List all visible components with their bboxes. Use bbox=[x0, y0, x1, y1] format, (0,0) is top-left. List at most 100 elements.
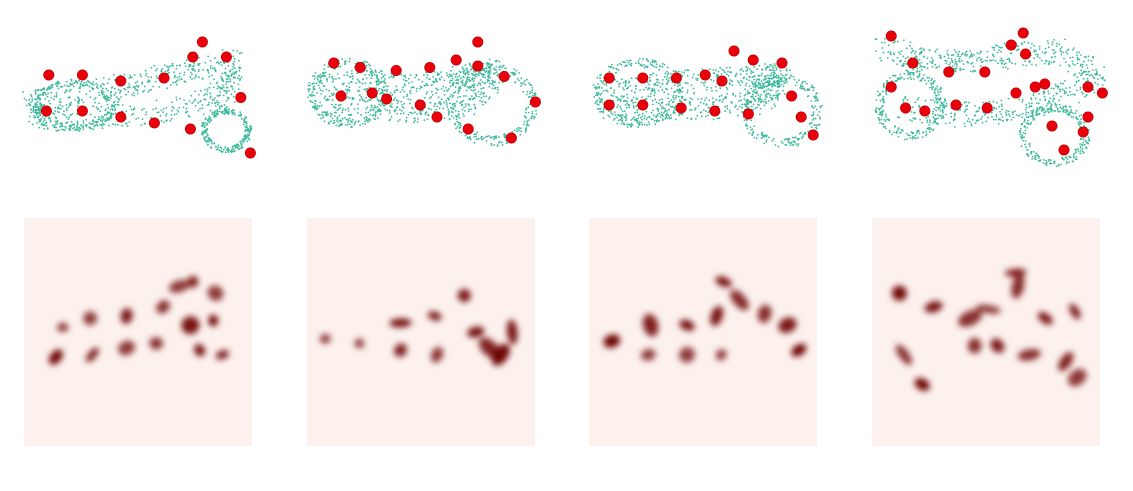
point-cloud-1 bbox=[22, 36, 256, 159]
keypoint-marker bbox=[390, 64, 402, 76]
keypoint-marker bbox=[184, 123, 196, 135]
keypoint-marker bbox=[1017, 27, 1029, 39]
heatmap-blob bbox=[430, 346, 444, 363]
keypoint-marker bbox=[885, 30, 897, 42]
keypoint-marker bbox=[885, 81, 897, 93]
heatmap-blob bbox=[891, 285, 907, 301]
keypoint-marker bbox=[76, 105, 88, 117]
keypoint-marker bbox=[1096, 87, 1108, 99]
point-cloud-2 bbox=[307, 36, 541, 147]
keypoint-marker bbox=[943, 66, 955, 78]
keypoint-marker bbox=[919, 105, 931, 117]
heatmap-blob bbox=[958, 309, 982, 327]
heatmap-blob bbox=[506, 319, 518, 345]
heatmap-blob bbox=[181, 316, 200, 335]
keypoint-marker bbox=[786, 90, 798, 102]
heatmap-blob bbox=[83, 311, 97, 326]
keypoints bbox=[885, 27, 1108, 156]
keypoint-marker bbox=[728, 45, 740, 57]
keypoint-marker bbox=[148, 117, 160, 129]
heatmap-blob bbox=[1058, 352, 1074, 372]
heatmap-blob bbox=[394, 343, 407, 357]
keypoint-marker bbox=[328, 57, 340, 69]
keypoint-marker bbox=[472, 36, 484, 48]
keypoint-marker bbox=[900, 102, 912, 114]
heatmap-1 bbox=[24, 218, 252, 446]
heatmap-panel-4 bbox=[872, 218, 1100, 446]
keypoint-marker bbox=[1039, 78, 1051, 90]
heatmap-blob bbox=[603, 334, 621, 348]
heatmap-blob bbox=[895, 344, 912, 365]
keypoint-marker bbox=[1046, 120, 1058, 132]
keypoint-marker bbox=[424, 61, 436, 73]
point-cloud-4 bbox=[874, 27, 1108, 168]
heatmap-panel-1 bbox=[24, 218, 252, 446]
keypoint-marker bbox=[1077, 126, 1089, 138]
heatmap-blob bbox=[791, 343, 807, 357]
keypoint-marker bbox=[1082, 111, 1094, 123]
heatmap-blob bbox=[778, 317, 797, 334]
keypoint-marker bbox=[1082, 81, 1094, 93]
heatmap-blob bbox=[975, 304, 1001, 314]
keypoint-marker bbox=[450, 54, 462, 66]
keypoint-marker bbox=[187, 51, 199, 63]
heatmap-background bbox=[589, 218, 817, 446]
keypoint-marker bbox=[1010, 87, 1022, 99]
keypoint-marker bbox=[716, 75, 728, 87]
heatmap-blob bbox=[168, 279, 190, 293]
keypoint-marker bbox=[76, 69, 88, 81]
heatmap-blob bbox=[85, 347, 99, 363]
keypoint-marker bbox=[505, 132, 517, 144]
heatmap-blob bbox=[679, 319, 695, 331]
point-cloud-dots bbox=[592, 57, 823, 148]
heatmap-blob bbox=[1037, 311, 1053, 325]
heatmap-blob bbox=[457, 288, 471, 303]
keypoint-marker bbox=[709, 105, 721, 117]
keypoint-marker bbox=[776, 57, 788, 69]
heatmap-3 bbox=[589, 218, 817, 446]
heatmap-background bbox=[307, 218, 535, 446]
heatmap-blob bbox=[48, 349, 63, 365]
keypoint-marker bbox=[354, 61, 366, 73]
keypoint-marker bbox=[795, 111, 807, 123]
heatmap-blob bbox=[207, 285, 224, 301]
heatmap-blob bbox=[757, 304, 772, 323]
keypoint-marker bbox=[43, 69, 55, 81]
keypoint-marker bbox=[529, 96, 541, 108]
heatmap-blob bbox=[1069, 303, 1081, 320]
point-cloud-panel-2 bbox=[305, 18, 545, 168]
heatmap-panel-2 bbox=[307, 218, 535, 446]
keypoints bbox=[40, 36, 256, 159]
heatmap-blob bbox=[679, 347, 695, 363]
keypoint-marker bbox=[807, 129, 819, 141]
keypoint-marker bbox=[235, 92, 247, 104]
keypoint-marker bbox=[462, 123, 474, 135]
heatmap-blobs bbox=[891, 268, 1087, 391]
heatmap-blob bbox=[914, 377, 930, 391]
point-cloud-3 bbox=[592, 45, 823, 148]
heatmap-blob bbox=[730, 289, 749, 311]
heatmap-blob bbox=[710, 305, 724, 327]
heatmap-blob bbox=[156, 300, 170, 314]
keypoint-marker bbox=[979, 66, 991, 78]
keypoint-marker bbox=[675, 102, 687, 114]
heatmap-blob bbox=[642, 313, 659, 337]
keypoint-marker bbox=[158, 72, 170, 84]
keypoint-marker bbox=[637, 72, 649, 84]
heatmap-blob bbox=[120, 308, 133, 324]
keypoint-marker bbox=[670, 72, 682, 84]
point-cloud-panel-1 bbox=[20, 18, 260, 168]
heatmap-blob bbox=[427, 311, 442, 321]
keypoint-marker bbox=[742, 108, 754, 120]
keypoint-marker bbox=[907, 57, 919, 69]
heatmap-blob bbox=[924, 301, 943, 313]
heatmap-blob bbox=[1068, 368, 1087, 387]
point-cloud-panel-3 bbox=[590, 18, 830, 168]
heatmap-blob bbox=[186, 275, 199, 288]
heatmap-blobs bbox=[603, 276, 807, 363]
keypoints bbox=[328, 36, 541, 144]
heatmap-blob bbox=[319, 334, 331, 344]
keypoints bbox=[603, 45, 819, 141]
keypoint-marker bbox=[196, 36, 208, 48]
